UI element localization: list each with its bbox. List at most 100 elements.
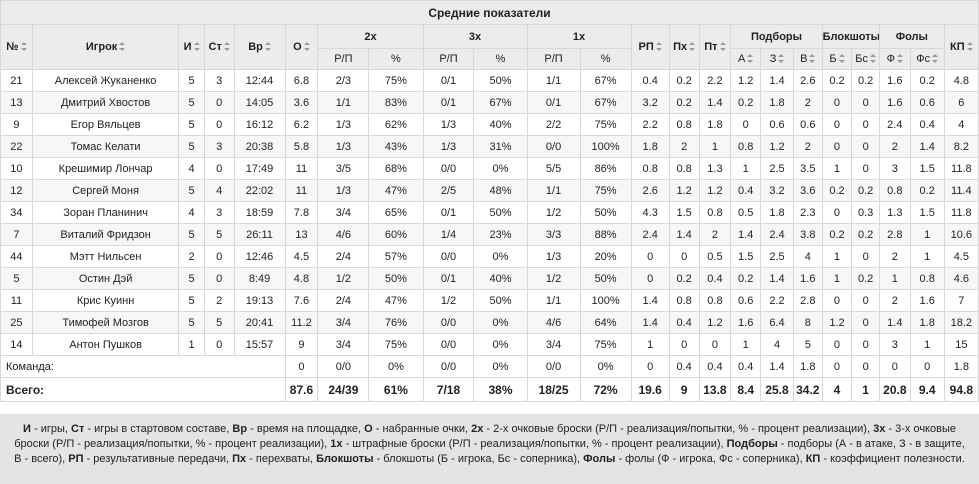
cell-min: 19:13: [233, 289, 286, 312]
legend-term: 3х: [873, 423, 886, 435]
cell-g: 5: [178, 113, 205, 136]
table-row: 44 Мэтт Нильсен 2 0 12:46 4.5 2/4 57% 0/0 0% 1/3 20…: [0, 245, 979, 268]
cell-rt: 5: [792, 333, 823, 356]
total-ast: 19.6: [630, 377, 670, 402]
cell-ftpct: 50%: [579, 201, 632, 224]
cell-stl: 0.2: [668, 69, 700, 92]
cell-ro: 1.2: [730, 69, 762, 92]
col-points-header[interactable]: О: [284, 24, 319, 70]
player-name-cell: Егор Вяльцев: [31, 113, 180, 136]
cell-pts: 4.5: [284, 245, 319, 268]
cell-rd: 6.4: [760, 311, 794, 334]
cell-g: 4: [178, 157, 205, 180]
cell-pts: 11: [284, 179, 319, 202]
player-name-cell: Виталий Фридзон: [31, 223, 180, 246]
col-reb-tot-header[interactable]: В: [792, 48, 823, 70]
sort-icon: [778, 54, 785, 63]
cell-blk: 0.2: [821, 179, 853, 202]
cell-pts: 7.6: [284, 289, 319, 312]
cell-stl: 0.4: [668, 311, 700, 334]
col-blk-label: Б: [829, 53, 837, 65]
col-reb-off-label: А: [738, 53, 746, 65]
cell-ftpct: 100%: [579, 135, 632, 158]
cell-gs: 0: [203, 157, 235, 180]
col-efficiency-header[interactable]: КП: [943, 24, 979, 70]
cell-rd: 1.4: [760, 69, 794, 92]
cell-blka: 0.3: [851, 201, 880, 224]
cell-ro: 1.5: [730, 245, 762, 268]
cell-fd: 0.2: [909, 69, 945, 92]
cell-blk: 1: [821, 267, 853, 290]
group-three-pointers: 3х: [422, 24, 528, 49]
cell-p3: 1/2: [422, 289, 475, 312]
col-blk-header[interactable]: Б: [821, 48, 853, 70]
sort-icon: [655, 42, 662, 51]
cell-eff: 10.6: [943, 223, 979, 246]
legend-term: РП: [68, 453, 84, 465]
cell-fd: 1: [909, 333, 945, 356]
cell-p2: 2/4: [317, 289, 370, 312]
col-blka-header[interactable]: Бс: [851, 48, 880, 70]
cell-stl: 1.4: [668, 223, 700, 246]
cell-p2pct: 65%: [368, 201, 424, 224]
cell-rt: 3.5: [792, 157, 823, 180]
cell-blk: 1.2: [821, 311, 853, 334]
table-row: 13 Дмитрий Хвостов 5 0 14:05 3.6 1/1 83% 0/1 67% 0…: [0, 91, 979, 114]
cell-ast: 4.3: [630, 201, 670, 224]
player-name-cell: Зоран Планинич: [31, 201, 180, 224]
col-turnovers-header[interactable]: Пт: [698, 24, 732, 70]
col-assists-header[interactable]: РП: [630, 24, 670, 70]
team-stl: 0.4: [668, 355, 700, 378]
team-fd: 0: [909, 355, 945, 378]
cell-blka: 0: [851, 289, 880, 312]
col-starts-header[interactable]: Ст: [203, 24, 235, 70]
cell-ftpct: 88%: [579, 223, 632, 246]
sort-icon: [838, 54, 845, 63]
total-rd: 25.8: [760, 377, 794, 402]
col-player-header[interactable]: Игрок: [31, 24, 180, 70]
legend-description: - игры в стартовом составе,: [84, 423, 233, 435]
col-num-header[interactable]: №: [0, 24, 33, 70]
cell-rd: 3.2: [760, 179, 794, 202]
col-reb-off-header[interactable]: А: [730, 48, 762, 70]
cell-ro: 0.8: [730, 135, 762, 158]
cell-p3: 0/0: [422, 245, 475, 268]
cell-pf: 1.4: [878, 311, 911, 334]
cell-pf: 2.8: [878, 223, 911, 246]
col-foul-header[interactable]: Ф: [878, 48, 911, 70]
cell-rt: 3.8: [792, 223, 823, 246]
cell-rt: 3.6: [792, 179, 823, 202]
cell-p2: 1/1: [317, 91, 370, 114]
cell-min: 15:57: [233, 333, 286, 356]
col-time-header[interactable]: Вр: [233, 24, 286, 70]
col-foul-drawn-header[interactable]: Фс: [909, 48, 945, 70]
cell-blk: 0: [821, 289, 853, 312]
total-eff: 94.8: [943, 377, 979, 402]
cell-eff: 4.5: [943, 245, 979, 268]
col-player-label: Игрок: [85, 41, 118, 53]
total-ro: 8.4: [730, 377, 762, 402]
cell-rd: 1.2: [760, 135, 794, 158]
legend-description: - подборы (А - в атаке, З - в защите, В …: [14, 438, 965, 465]
cell-rd: 1.8: [760, 91, 794, 114]
col-games-header[interactable]: И: [178, 24, 205, 70]
legend-description: - игры,: [30, 423, 72, 435]
cell-g: 1: [178, 333, 205, 356]
cell-stl: 0.2: [668, 267, 700, 290]
cell-stl: 0.8: [668, 289, 700, 312]
group-rebounds: Подборы: [730, 24, 823, 49]
cell-p2: 2/3: [317, 69, 370, 92]
col-reb-def-header[interactable]: З: [760, 48, 794, 70]
cell-min: 8:49: [233, 267, 286, 290]
cell-gs: 0: [203, 245, 235, 268]
sort-icon: [689, 42, 696, 51]
cell-pts: 9: [284, 333, 319, 356]
col-steals-header[interactable]: Пх: [668, 24, 700, 70]
cell-pts: 13: [284, 223, 319, 246]
cell-stl: 2: [668, 135, 700, 158]
group-two-pointers: 2х: [317, 24, 424, 49]
cell-rt: 2: [792, 135, 823, 158]
team-pts: 0: [284, 355, 319, 378]
cell-to: 0: [698, 333, 732, 356]
cell-gs: 3: [203, 69, 235, 92]
